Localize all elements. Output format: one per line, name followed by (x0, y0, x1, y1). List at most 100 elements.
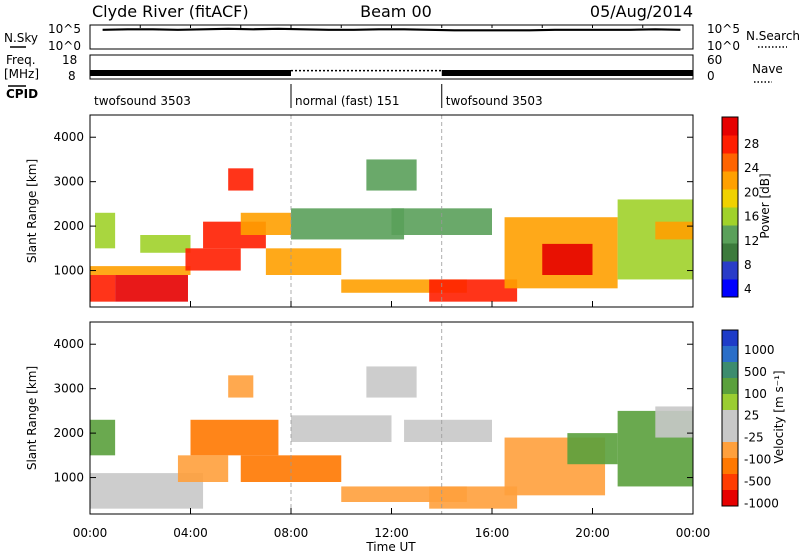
y-tick-label: 3000 (53, 382, 84, 396)
colorbar-swatch (722, 474, 738, 491)
colorbar-tick-label: -500 (744, 474, 771, 488)
colorbar-tick-label: 4 (744, 282, 752, 296)
nave-label: Nave (752, 62, 783, 76)
colorbar-swatch (722, 225, 738, 244)
heatmap-cell (90, 275, 116, 302)
colorbar-swatch (722, 207, 738, 226)
colorbar-tick-label: 1000 (744, 343, 775, 357)
nsky-tick-top: 10^5 (48, 22, 81, 36)
heatmap-cell (291, 208, 405, 240)
date-title: 05/Aug/2014 (590, 2, 693, 21)
x-tick-label: 04:00 (173, 526, 208, 540)
power-colorbar: 28 24 20 16 12 8 4 (721, 116, 759, 298)
cpid-segments: twofsound 3503 normal (fast) 151 twofsound… (94, 84, 543, 108)
colorbar-tick-label: 8 (744, 258, 752, 272)
colorbar-tick-label: 12 (744, 234, 759, 248)
nsky-label: N.Sky (4, 31, 38, 45)
colorbar-swatch (722, 243, 738, 262)
cpid-segment-label: twofsound 3503 (94, 94, 191, 108)
heatmap-cell (366, 159, 417, 191)
colorbar-tick-label: 20 (744, 185, 759, 199)
power-heatmap (90, 115, 693, 307)
colorbar-tick-label: 24 (744, 161, 759, 175)
heatmap-cell (190, 419, 279, 456)
velocity-colorbar-label: Velocity [m s⁻¹] (772, 370, 786, 463)
colorbar-swatch (722, 189, 738, 208)
colorbar-swatch (722, 490, 738, 507)
velocity-panel-ticks: 1000 2000 3000 4000 (53, 337, 694, 514)
heatmap-cell (185, 248, 241, 271)
x-tick-label: 20:00 (575, 526, 610, 540)
station-title: Clyde River (fitACF) (92, 2, 249, 21)
nsearch-tick-bottom: 10^0 (707, 39, 740, 53)
x-tick-label: 00:00 (73, 526, 108, 540)
y-tick-label: 3000 (53, 175, 84, 189)
nave-tick-bottom: 0 (707, 69, 715, 83)
heatmap-cell (177, 455, 229, 482)
colorbar-frame (721, 329, 739, 507)
nave-tick-top: 60 (707, 53, 722, 67)
colorbar-tick-label: 100 (744, 387, 767, 401)
heatmap-cell (567, 433, 618, 465)
freq-label-line2: [MHz] (4, 67, 39, 81)
colorbar-swatch (722, 410, 738, 427)
y-tick-label: 4000 (53, 130, 84, 144)
nsky-trace (102, 27, 681, 32)
heatmap-cell (95, 212, 116, 249)
colorbar-swatch (722, 171, 738, 190)
freq-trace (90, 69, 693, 76)
heatmap-cell (655, 221, 693, 240)
colorbar-swatch (722, 442, 738, 459)
x-tick-label: 08:00 (274, 526, 309, 540)
nsky-tick-bottom: 10^0 (48, 39, 81, 53)
heatmap-cell (542, 243, 593, 275)
colorbar-swatch (722, 261, 738, 280)
y-tick-label: 2000 (53, 219, 84, 233)
heatmap-cell (265, 248, 342, 275)
freq-panel-frame (89, 54, 694, 80)
heatmap-cell (115, 275, 188, 302)
heatmap-cell (240, 212, 291, 235)
heatmap-cell (429, 279, 518, 302)
nsearch-tick-top: 10^5 (707, 22, 740, 36)
colorbar-swatch (722, 135, 738, 154)
colorbar-tick-label: 28 (744, 137, 759, 151)
heatmap-cell (140, 235, 191, 253)
x-tick-label: 00:00 (676, 526, 711, 540)
colorbar-swatch (722, 378, 738, 395)
nsearch-label: N.Search (746, 29, 800, 43)
y-tick-label: 1000 (53, 471, 84, 485)
x-tick-label: 16:00 (475, 526, 510, 540)
heatmap-cell (404, 419, 492, 442)
colorbar-tick-label: -100 (744, 453, 771, 467)
heatmap-cell (366, 366, 417, 398)
velocity-heatmap (90, 322, 693, 514)
heatmap-cell (655, 406, 693, 438)
colorbar-swatch (722, 330, 738, 347)
x-tick-label: 12:00 (374, 526, 409, 540)
colorbar-swatch (722, 279, 738, 298)
power-colorbar-label: Power [dB] (758, 173, 772, 238)
colorbar-tick-label: -25 (744, 431, 764, 445)
freq-tick-top: 18 (62, 53, 77, 67)
heatmap-cell (429, 486, 518, 509)
noise-panel-ticks (89, 25, 694, 28)
freq-tick-bottom: 8 (68, 69, 76, 83)
colorbar-swatch (722, 426, 738, 443)
y-tick-label: 4000 (53, 337, 84, 351)
velocity-colorbar: 1000 500 100 25 -25 -100 -500 -1000 (721, 329, 779, 510)
colorbar-swatch (722, 117, 738, 136)
y-tick-label: 2000 (53, 426, 84, 440)
heatmap-cell (90, 419, 116, 456)
heatmap-cell (90, 266, 191, 275)
cpid-segment-label: twofsound 3503 (446, 94, 543, 108)
nsky-line (102, 27, 681, 32)
colorbar-tick-label: -1000 (744, 496, 779, 510)
heatmap-cell (291, 415, 392, 442)
heatmap-cell (228, 375, 254, 398)
colorbar-swatch (722, 362, 738, 379)
heatmap-cell (228, 168, 254, 191)
colorbar-tick-label: 500 (744, 365, 767, 379)
power-panel-ticks: 1000 2000 3000 4000 (53, 130, 694, 307)
